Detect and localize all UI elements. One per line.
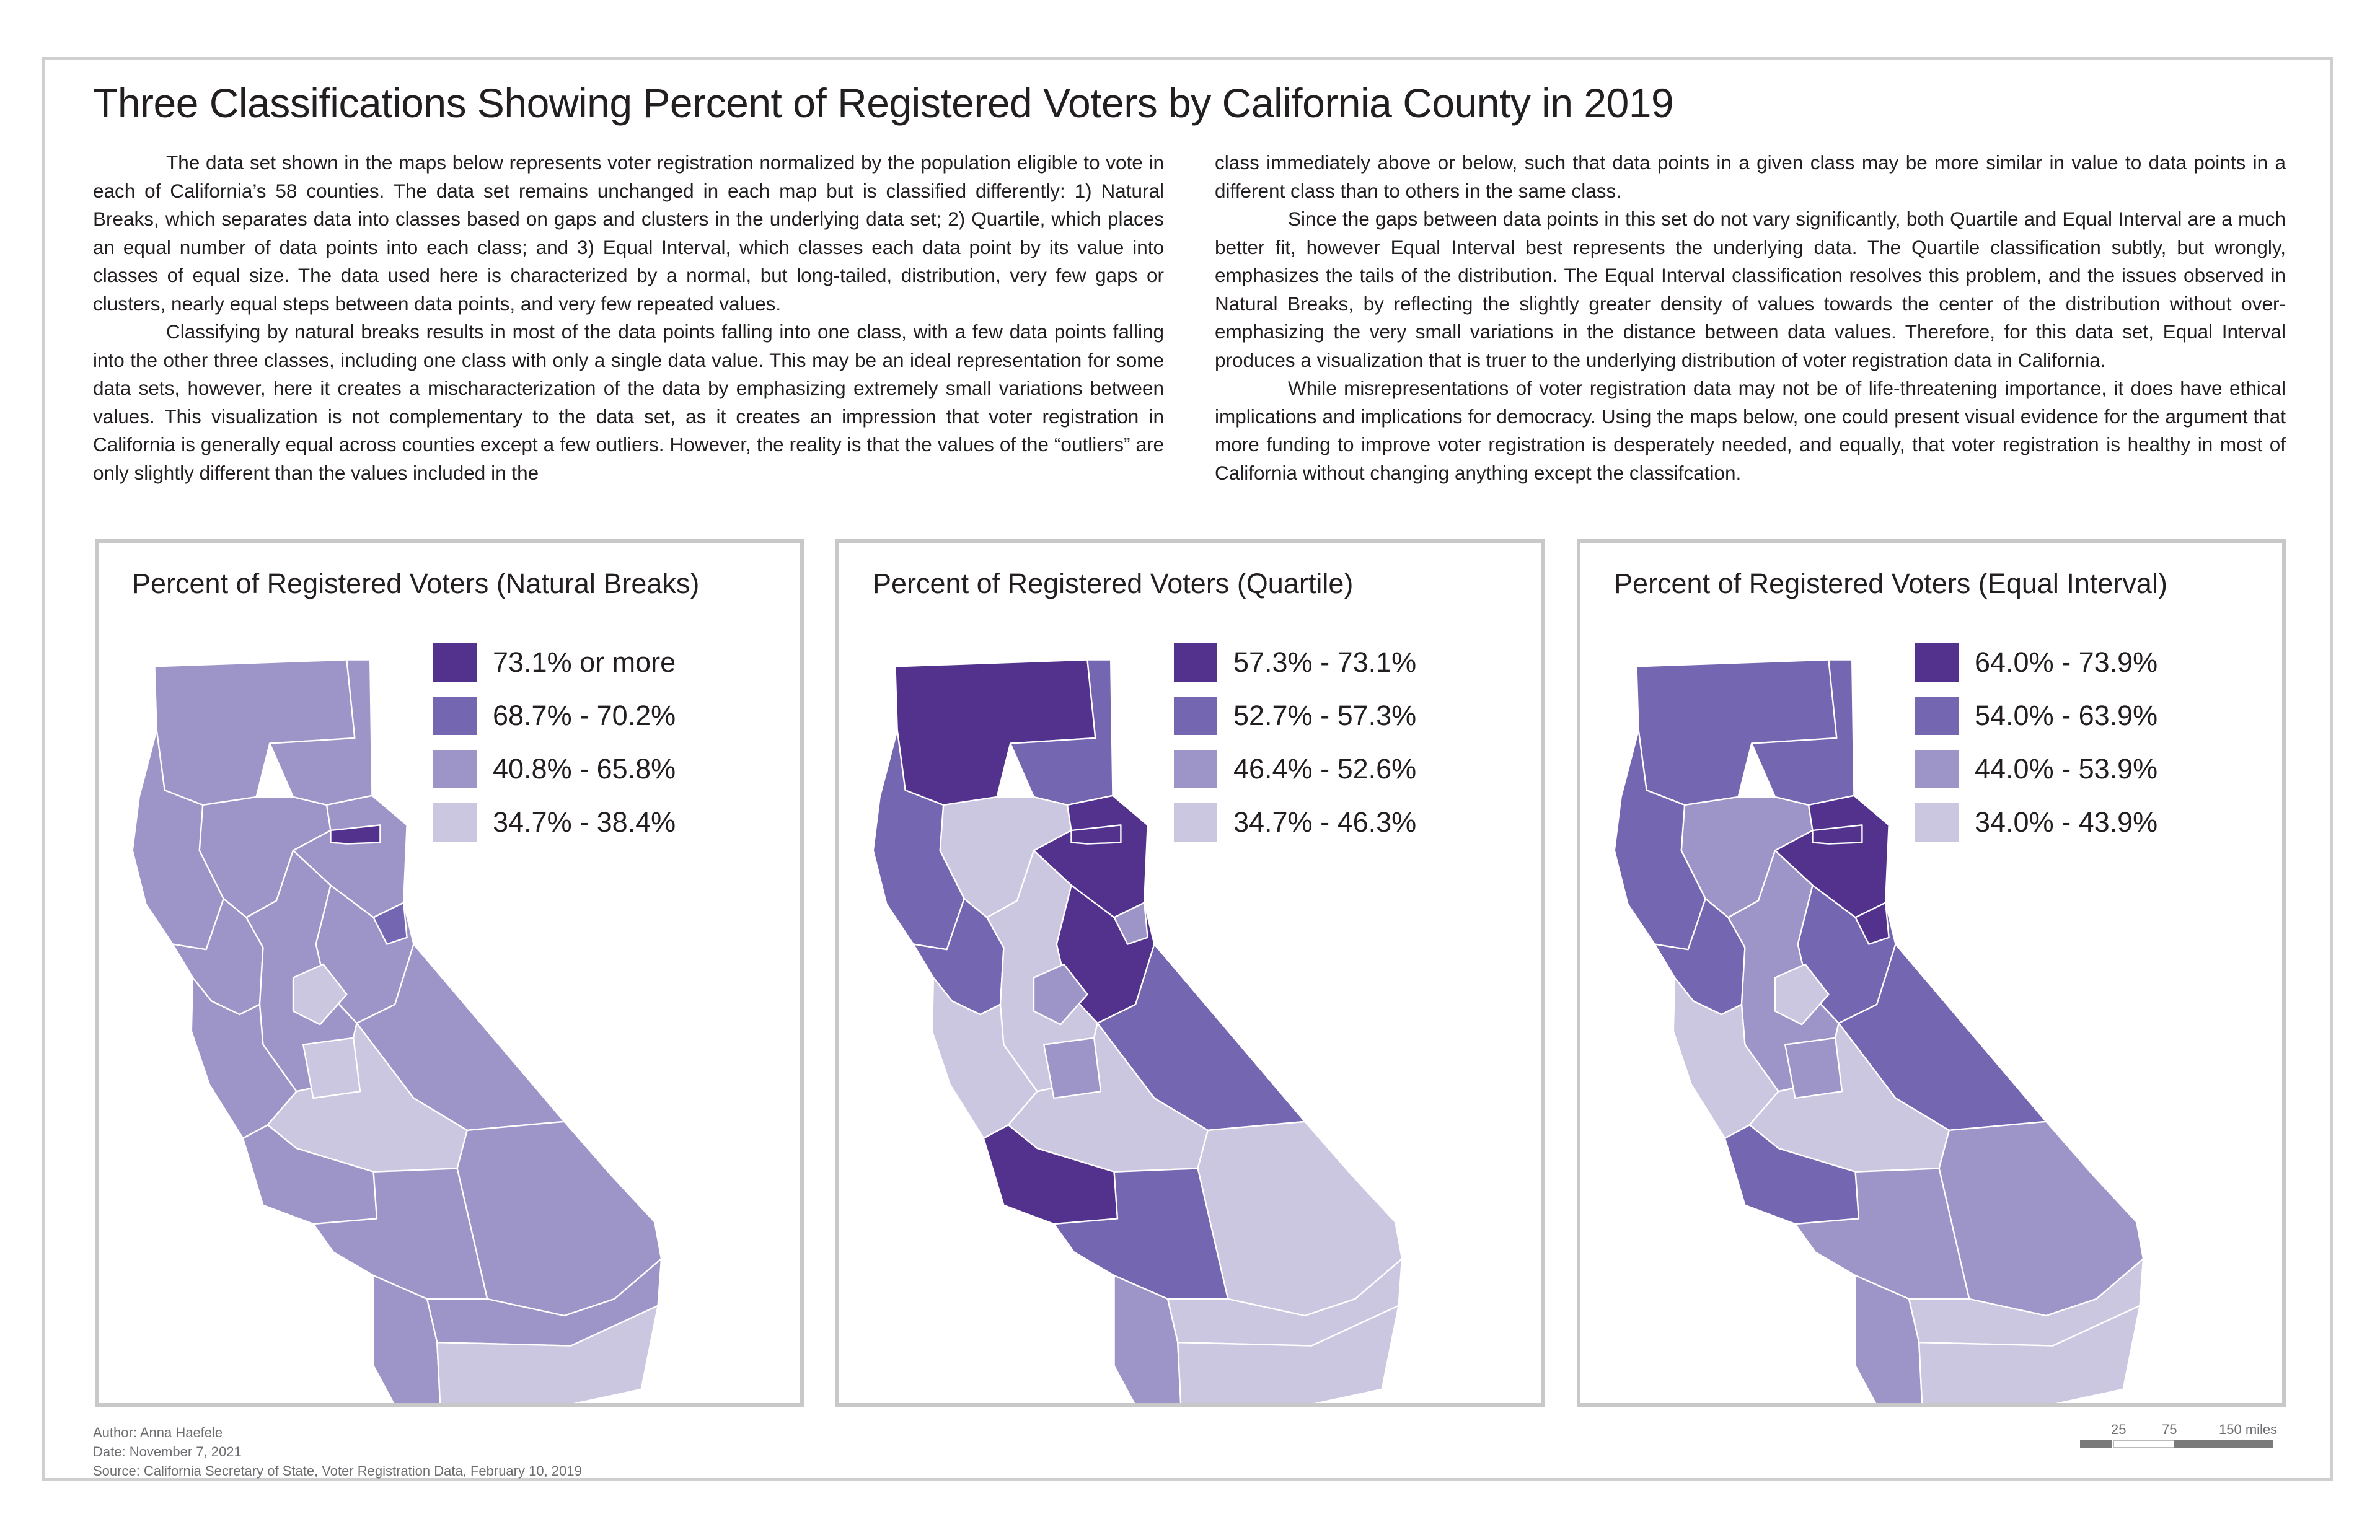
scale-bar: 25 75 150 miles	[2070, 1422, 2281, 1459]
map-title: Percent of Registered Voters (Equal Inte…	[1614, 568, 2167, 599]
legend-item: 73.1% or more	[433, 636, 676, 689]
map-panel-natural-breaks: Percent of Registered Voters (Natural Br…	[95, 539, 804, 1407]
county-region-imperial	[1918, 1305, 2141, 1403]
page-title: Three Classifications Showing Percent of…	[93, 80, 1674, 126]
legend-label: 64.0% - 73.9%	[1975, 646, 2158, 678]
legend-swatch	[1174, 750, 1217, 788]
legend-label: 46.4% - 52.6%	[1233, 753, 1417, 785]
legend-swatch	[433, 697, 477, 735]
legend-item: 54.0% - 63.9%	[1915, 689, 2157, 742]
county-region-san-diego	[372, 1275, 441, 1403]
essay-right-column: class immediately above or below, such t…	[1215, 149, 2286, 487]
county-region-imperial	[436, 1305, 659, 1403]
legend-item: 46.4% - 52.6%	[1174, 742, 1416, 796]
legend-label: 73.1% or more	[493, 646, 676, 678]
date-credit: Date: November 7, 2021	[93, 1444, 242, 1459]
county-region-accent-c	[292, 963, 348, 1026]
legend-label: 68.7% - 70.2%	[493, 700, 676, 731]
county-group-layer	[131, 659, 663, 1403]
legend-item: 34.0% - 43.9%	[1915, 796, 2157, 849]
scale-segment	[2080, 1440, 2112, 1448]
map-title: Percent of Registered Voters (Quartile)	[873, 568, 1354, 599]
county-region-accent-b	[372, 902, 408, 945]
essay-paragraph: The data set shown in the maps below rep…	[93, 151, 1164, 315]
legend-swatch	[433, 750, 477, 788]
legend-label: 34.0% - 43.9%	[1975, 806, 2158, 838]
county-region-accent-a	[330, 824, 381, 845]
map-panel-quartile: Percent of Registered Voters (Quartile) …	[835, 539, 1545, 1407]
author-credit: Author: Anna Haefele	[93, 1425, 223, 1440]
legend-swatch	[433, 803, 477, 842]
map-legend: 73.1% or more 68.7% - 70.2% 40.8% - 65.8…	[433, 636, 676, 849]
california-map	[1613, 659, 2144, 1403]
poster-frame	[42, 57, 2333, 1481]
legend-label: 57.3% - 73.1%	[1233, 646, 1417, 678]
legend-label: 34.7% - 46.3%	[1233, 806, 1417, 838]
map-panel-equal-interval: Percent of Registered Voters (Equal Inte…	[1577, 539, 2286, 1407]
legend-item: 34.7% - 38.4%	[433, 796, 676, 849]
california-map	[872, 659, 1403, 1403]
scale-label: 75	[2162, 1422, 2177, 1437]
legend-item: 34.7% - 46.3%	[1174, 796, 1416, 849]
california-map	[131, 659, 663, 1403]
legend-item: 68.7% - 70.2%	[433, 689, 676, 742]
legend-swatch	[1915, 750, 1959, 788]
scale-segments	[2080, 1440, 2273, 1448]
scale-label: 25	[2111, 1422, 2127, 1437]
legend-label: 44.0% - 53.9%	[1975, 753, 2158, 785]
county-group-layer	[872, 659, 1403, 1403]
legend-swatch	[1915, 643, 1959, 682]
legend-swatch	[1174, 803, 1217, 842]
scale-labels: 25 75 150 miles	[2070, 1422, 2281, 1438]
scale-segment	[2174, 1440, 2273, 1448]
county-region-accent-d	[1784, 1037, 1843, 1099]
legend-swatch	[1915, 803, 1959, 842]
county-region-accent-b	[1113, 902, 1148, 945]
scale-segment	[2112, 1440, 2113, 1448]
county-region-san-diego	[1113, 1275, 1182, 1403]
county-region-accent-c	[1774, 963, 1830, 1026]
county-region-accent-a	[1812, 824, 1863, 845]
county-region-accent-b	[1854, 902, 1890, 945]
legend-label: 40.8% - 65.8%	[493, 753, 676, 785]
essay-left-column: The data set shown in the maps below rep…	[93, 149, 1164, 487]
legend-item: 52.7% - 57.3%	[1174, 689, 1416, 742]
footer-credits: Author: Anna Haefele Date: November 7, 2…	[93, 1423, 582, 1481]
legend-swatch	[1174, 697, 1217, 735]
map-title: Percent of Registered Voters (Natural Br…	[132, 568, 700, 599]
legend-label: 52.7% - 57.3%	[1233, 700, 1417, 731]
legend-label: 54.0% - 63.9%	[1975, 700, 2158, 731]
legend-swatch	[433, 643, 477, 682]
county-region-san-diego	[1854, 1275, 1923, 1403]
source-credit: Source: California Secretary of State, V…	[93, 1463, 582, 1479]
essay-paragraph: Classifying by natural breaks results in…	[93, 320, 1164, 484]
legend-swatch	[1915, 697, 1959, 735]
county-group-layer	[1613, 659, 2144, 1403]
legend-swatch	[1174, 643, 1217, 682]
legend-item: 64.0% - 73.9%	[1915, 636, 2157, 689]
legend-item: 44.0% - 53.9%	[1915, 742, 2157, 796]
legend-label: 34.7% - 38.4%	[493, 806, 676, 838]
county-region-accent-d	[302, 1037, 361, 1099]
essay-paragraph: class immediately above or below, such t…	[1215, 151, 2286, 202]
legend-item: 57.3% - 73.1%	[1174, 636, 1416, 689]
map-legend: 57.3% - 73.1% 52.7% - 57.3% 46.4% - 52.6…	[1174, 636, 1416, 849]
county-region-accent-d	[1043, 1037, 1102, 1099]
map-legend: 64.0% - 73.9% 54.0% - 63.9% 44.0% - 53.9…	[1915, 636, 2157, 849]
county-region-accent-a	[1070, 824, 1122, 845]
essay-paragraph: Since the gaps between data points in th…	[1215, 208, 2286, 371]
essay-paragraph: While misrepresentations of voter regist…	[1215, 377, 2286, 484]
county-region-imperial	[1177, 1305, 1399, 1403]
scale-label: 150 miles	[2219, 1422, 2278, 1437]
legend-item: 40.8% - 65.8%	[433, 742, 676, 796]
county-region-accent-c	[1033, 963, 1088, 1026]
scale-segment	[2113, 1440, 2174, 1448]
